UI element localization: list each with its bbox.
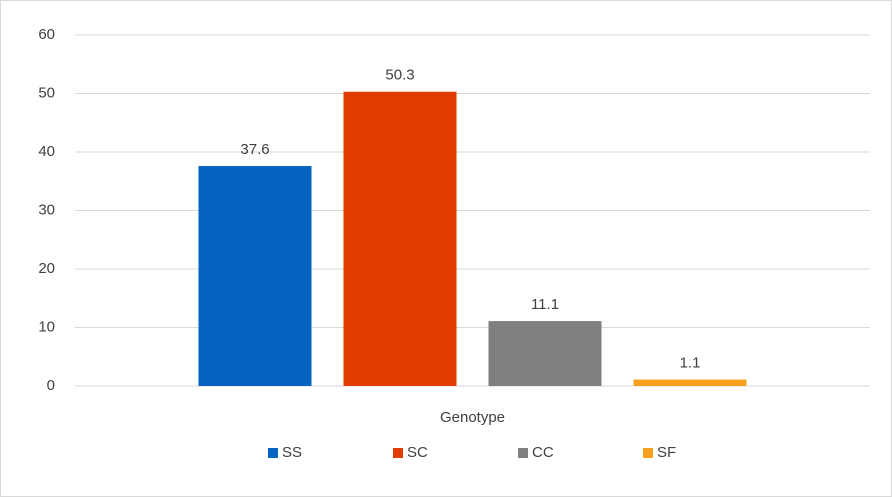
- y-tick-label: 0: [47, 377, 55, 394]
- legend-swatch: [393, 448, 403, 458]
- legend-label: SC: [407, 444, 428, 461]
- data-label: 1.1: [680, 355, 701, 372]
- legend-swatch: [268, 448, 278, 458]
- bar: [633, 379, 747, 386]
- y-tick-label: 40: [38, 143, 55, 160]
- legend-label: CC: [532, 444, 554, 461]
- legend-label: SS: [282, 444, 302, 461]
- y-tick-label: 50: [38, 84, 55, 101]
- bar: [198, 166, 312, 386]
- legend-label: SF: [657, 444, 676, 461]
- legend-swatch: [518, 448, 528, 458]
- bar: [488, 321, 602, 386]
- y-tick-label: 30: [38, 201, 55, 218]
- y-tick-label: 60: [38, 26, 55, 43]
- bar: [343, 91, 457, 387]
- data-label: 50.3: [385, 67, 414, 84]
- data-label: 37.6: [240, 141, 269, 158]
- data-label: 11.1: [531, 296, 559, 313]
- legend-swatch: [643, 448, 653, 458]
- x-tick-label: Genotype: [440, 409, 505, 426]
- y-tick-label: 20: [38, 260, 55, 277]
- y-tick-label: 10: [38, 318, 55, 335]
